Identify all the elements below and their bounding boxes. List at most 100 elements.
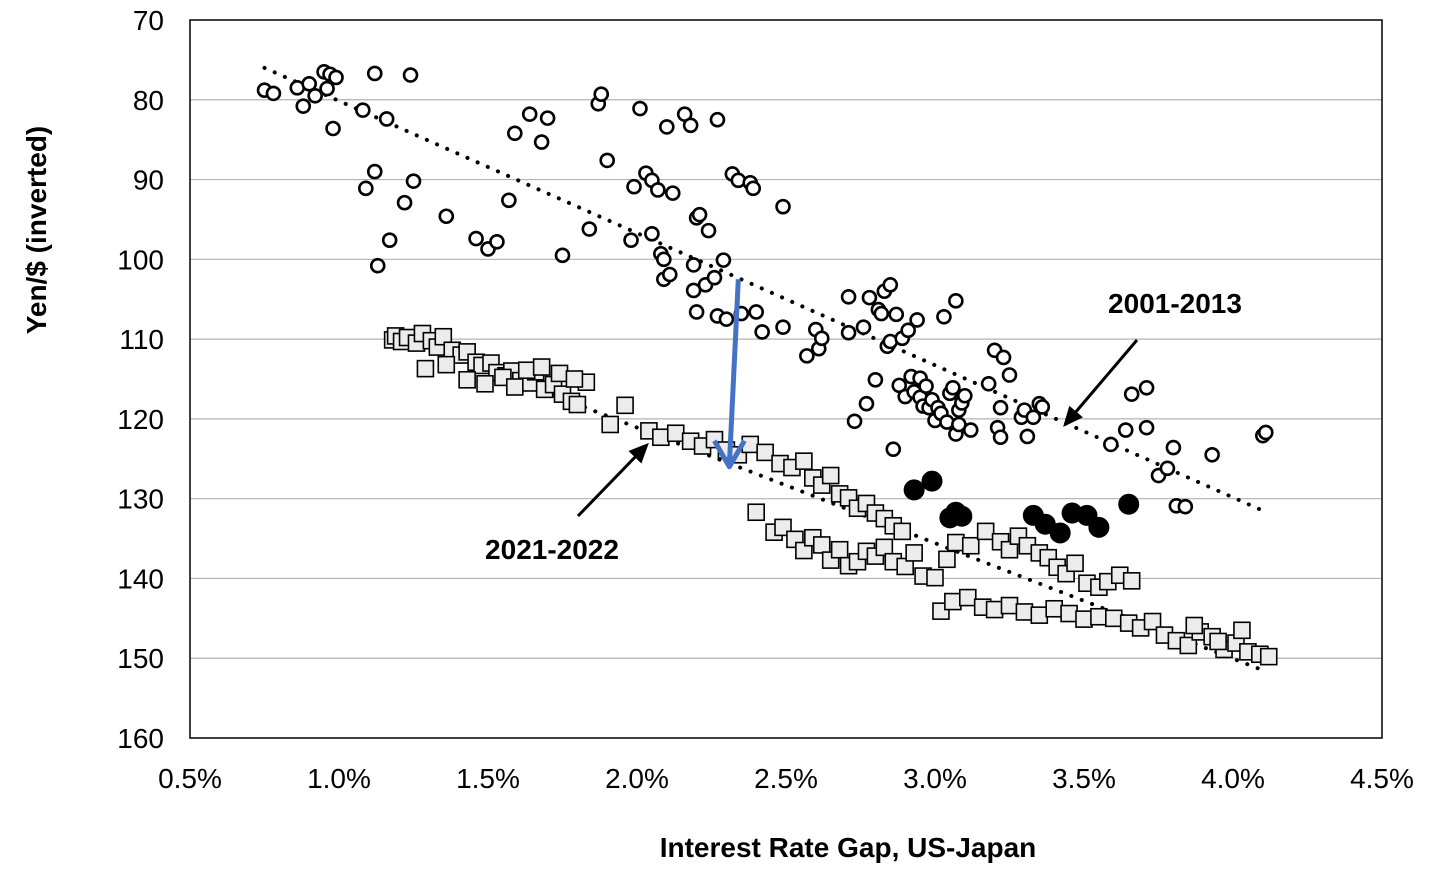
circle-point	[840, 324, 857, 341]
square-point	[905, 544, 923, 562]
circle-point	[1001, 367, 1018, 383]
square-point	[944, 592, 962, 611]
circle-point	[319, 80, 335, 97]
x-tick-label: 2.0%	[605, 763, 669, 794]
y-tick-label: 140	[117, 563, 164, 594]
circle-point	[882, 277, 899, 293]
square-point	[437, 355, 456, 374]
circle-point	[661, 266, 678, 283]
square-point	[434, 327, 453, 346]
circle-point	[554, 247, 571, 264]
trendline-2001-2013	[262, 65, 1265, 513]
y-axis-ticks: 70 80 90 100 110 120 130 140 150 160	[117, 5, 164, 754]
circle-point	[861, 289, 878, 306]
circle-point	[1138, 419, 1155, 436]
circle-point	[650, 182, 666, 198]
square-point	[1000, 540, 1019, 559]
circle-point	[754, 324, 770, 340]
circle-point	[956, 387, 973, 404]
circle-point	[1117, 422, 1134, 438]
circle-point	[1165, 439, 1182, 456]
y-tick-label: 150	[117, 643, 164, 674]
circle-point	[1204, 446, 1220, 463]
circle-point	[1025, 409, 1042, 426]
circle-point	[396, 194, 413, 211]
square-point	[812, 536, 831, 554]
circle-point	[539, 110, 556, 126]
filled-circle-point	[921, 470, 943, 492]
square-point	[565, 370, 584, 388]
circle-point	[799, 348, 815, 364]
circle-point	[626, 178, 642, 195]
circle-point	[623, 232, 639, 248]
circle-point	[265, 85, 282, 102]
x-tick-label: 1.5%	[456, 763, 520, 794]
circle-point	[366, 65, 383, 82]
circle-point	[632, 100, 648, 117]
circle-point	[948, 293, 964, 309]
circle-point	[715, 252, 732, 268]
circle-point	[1138, 379, 1155, 396]
circle-point	[468, 230, 484, 247]
square-point	[1045, 599, 1063, 618]
circle-point	[366, 163, 383, 180]
circle-point	[355, 102, 371, 118]
circle-point	[775, 198, 791, 215]
circle-point	[664, 185, 681, 201]
square-point	[532, 358, 551, 376]
circle-point	[644, 226, 660, 242]
circle-point	[381, 232, 398, 248]
square-point	[476, 374, 494, 393]
circle-point	[918, 378, 934, 394]
square-point	[893, 522, 912, 541]
circle-point	[501, 192, 517, 209]
square-point	[938, 550, 956, 569]
square-point	[1030, 606, 1049, 624]
filled-circle-point	[951, 505, 973, 527]
square-point	[1209, 632, 1227, 651]
circle-point	[1019, 428, 1036, 445]
annotation-arrows	[576, 279, 1139, 518]
circle-point	[700, 222, 717, 239]
square-point	[416, 359, 435, 378]
circle-point	[846, 413, 863, 430]
circle-point	[656, 251, 672, 268]
circle-point	[599, 152, 616, 169]
circle-point	[328, 69, 344, 86]
square-point	[550, 364, 569, 383]
circle-point	[855, 319, 872, 335]
circle-point	[402, 67, 419, 83]
circle-point	[307, 87, 323, 104]
x-tick-label: 2.5%	[754, 763, 818, 794]
y-tick-label: 90	[133, 165, 164, 196]
square-point	[821, 466, 840, 485]
circle-point	[358, 180, 374, 197]
y-tick-label: 80	[133, 85, 164, 116]
square-point	[1185, 616, 1204, 635]
y-tick-label: 110	[119, 324, 164, 355]
circle-point	[885, 441, 902, 458]
circle-point	[936, 308, 952, 325]
circle-point	[533, 134, 550, 150]
square-point	[1122, 572, 1141, 590]
circle-point	[691, 206, 708, 223]
circle-point	[775, 319, 791, 335]
circle-point	[962, 422, 979, 438]
circle-point	[295, 98, 312, 114]
square-point	[961, 536, 980, 555]
circle-point	[992, 429, 1009, 446]
square-point	[1259, 647, 1278, 666]
circle-point	[1123, 386, 1140, 402]
circle-point	[706, 269, 723, 286]
square-point	[1075, 610, 1093, 628]
square-point	[1015, 603, 1034, 621]
filled-circle-point	[1049, 522, 1071, 544]
square-point	[756, 443, 774, 462]
shift-arrow	[712, 279, 747, 470]
filled-circle-point	[903, 479, 925, 501]
circle-point	[813, 330, 830, 347]
square-point	[1066, 554, 1084, 573]
circle-point	[688, 304, 705, 320]
x-axis-title: Interest Rate Gap, US-Japan	[660, 832, 1037, 863]
